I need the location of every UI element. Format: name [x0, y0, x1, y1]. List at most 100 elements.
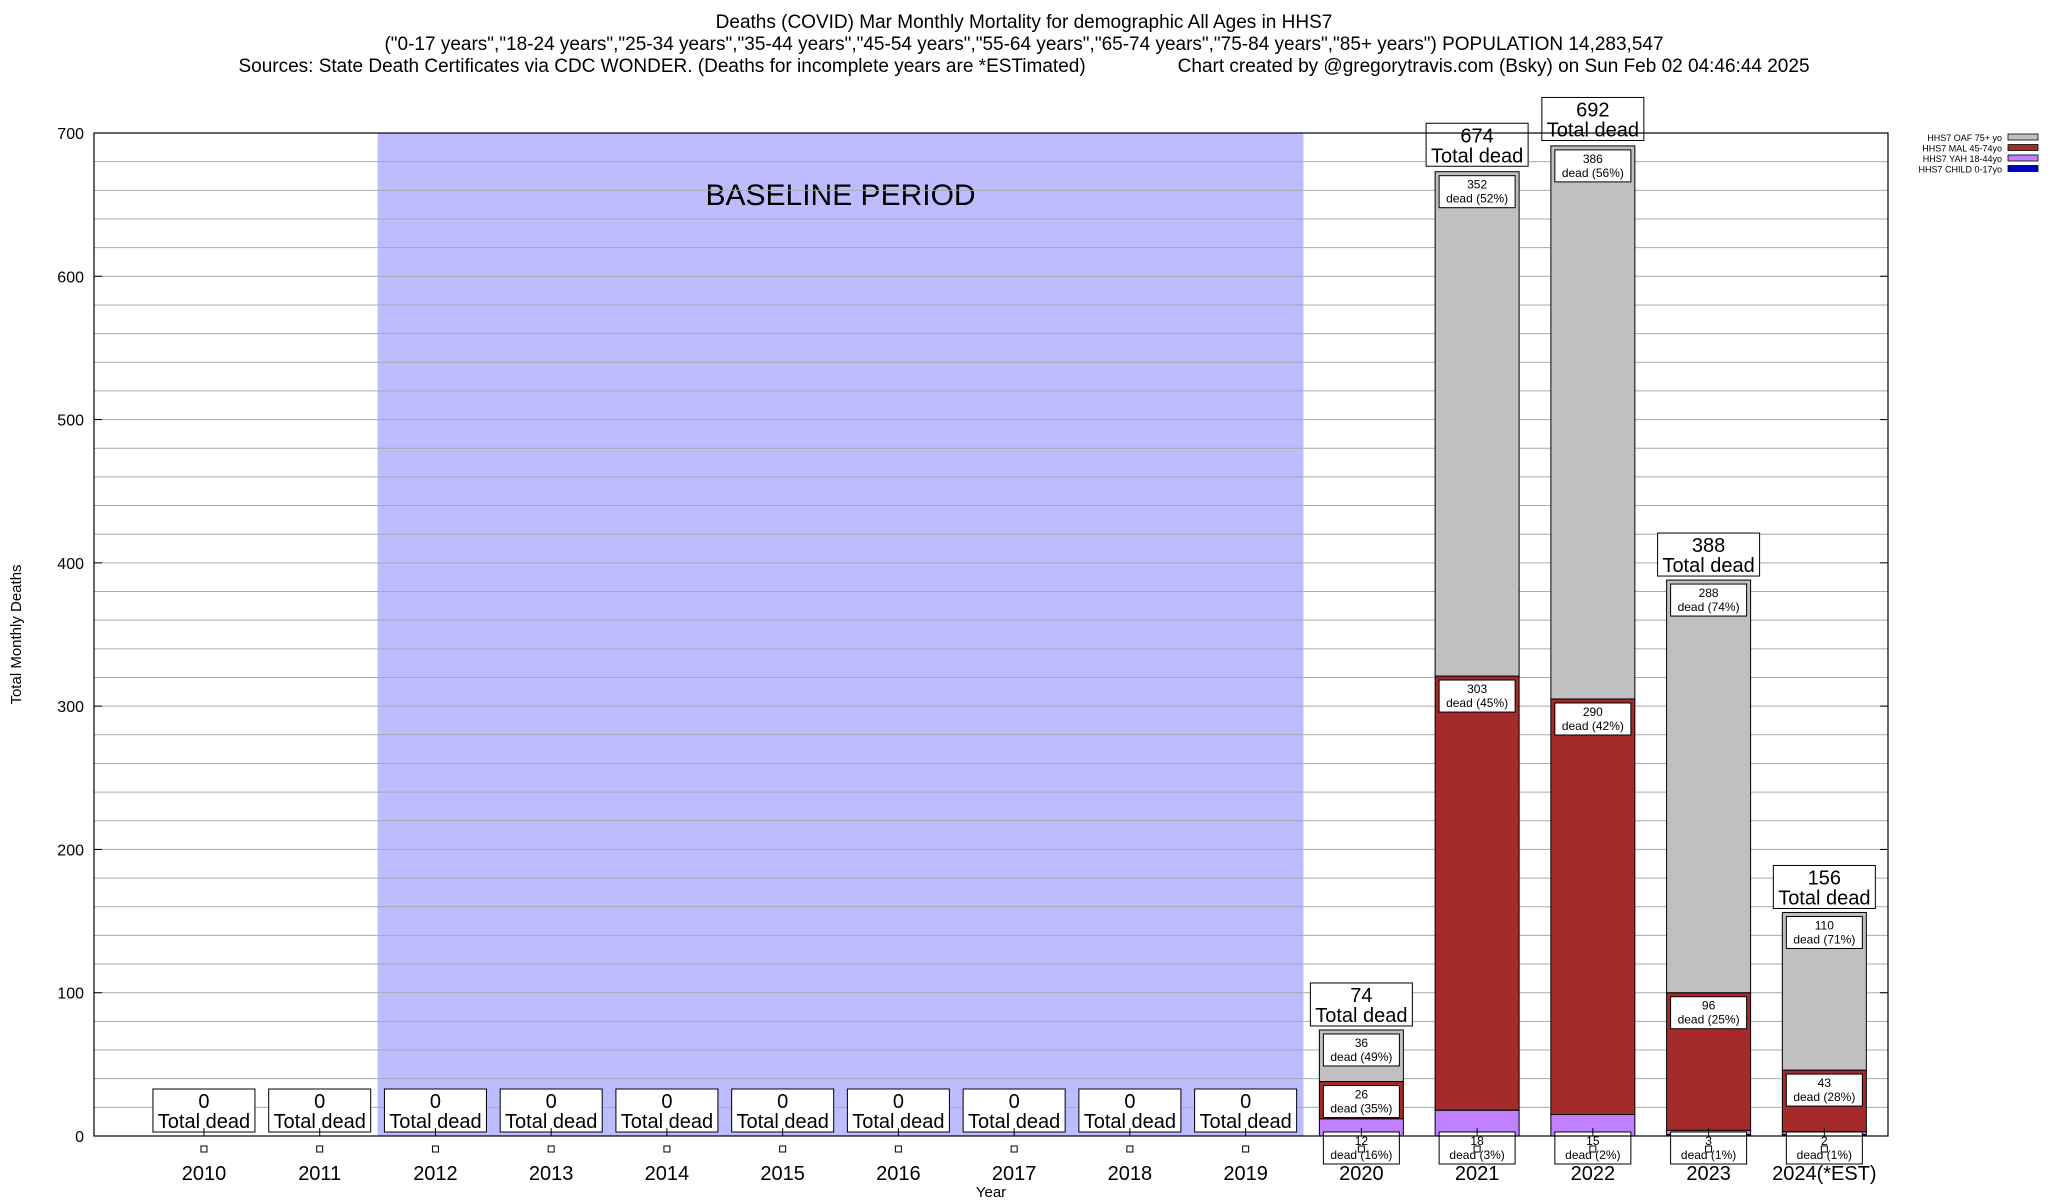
total-dead-label: Total dead	[1084, 1111, 1176, 1133]
legend-label: HHS7 YAH 18-44yo	[1923, 154, 2002, 164]
segment-pct-label: dead (52%)	[1446, 192, 1508, 206]
total-dead-label: Total dead	[505, 1111, 597, 1133]
x-tick-label: 2019	[1223, 1163, 1268, 1185]
total-value-label: 692	[1576, 99, 1609, 121]
baseline-period-label: BASELINE PERIOD	[705, 179, 975, 212]
segment-pct-label: dead (49%)	[1330, 1050, 1392, 1064]
chart-titles: Deaths (COVID) Mar Monthly Mortality for…	[0, 12, 2048, 78]
baseline-period-band	[377, 133, 1304, 1136]
bar-segment	[1434, 675, 1520, 1111]
segment-pct-label: dead (74%)	[1678, 600, 1740, 614]
total-label-box	[1078, 1088, 1182, 1133]
chart-title: Deaths (COVID) Mar Monthly Mortality for…	[715, 12, 1333, 33]
segment-pct-label: dead (1%)	[1681, 1148, 1736, 1162]
total-value-label: 674	[1460, 125, 1493, 147]
x-tick-label: 2013	[529, 1163, 574, 1185]
segment-value-label: 2	[1821, 1134, 1828, 1148]
total-value-label: 388	[1692, 535, 1725, 557]
total-dead-label: Total dead	[1662, 555, 1754, 577]
segment-label-box	[1322, 1085, 1400, 1119]
credit-text: Chart created by @gregorytravis.com (Bsk…	[1177, 56, 1810, 77]
total-dead-label: Total dead	[852, 1111, 944, 1133]
total-label-box	[268, 1088, 372, 1133]
segment-label-box	[1438, 175, 1516, 209]
total-label-box	[1772, 864, 1876, 909]
segment-value-label: 15	[1586, 1134, 1600, 1148]
x-tick-label: 2012	[413, 1163, 458, 1185]
total-value-label: 0	[198, 1091, 209, 1113]
segment-label-box	[1438, 679, 1516, 713]
segment-pct-label: dead (28%)	[1793, 1090, 1855, 1104]
segment-value-label: 3	[1705, 1134, 1712, 1148]
segment-value-label: 12	[1355, 1134, 1369, 1148]
total-value-label: 0	[1240, 1091, 1251, 1113]
zero-marker	[1126, 1145, 1134, 1153]
zero-marker	[316, 1145, 324, 1153]
total-value-label: 0	[1124, 1091, 1135, 1113]
total-label-box	[499, 1088, 603, 1133]
x-tick-label: 2010	[182, 1163, 227, 1185]
total-dead-label: Total dead	[621, 1111, 713, 1133]
x-tick-label: 2023	[1686, 1163, 1731, 1185]
total-label-box	[731, 1088, 835, 1133]
zero-marker	[431, 1145, 439, 1153]
x-tick-label: 2018	[1108, 1163, 1153, 1185]
segment-value-label: 36	[1355, 1036, 1369, 1050]
zero-marker	[663, 1145, 671, 1153]
total-dead-label: Total dead	[737, 1111, 829, 1133]
total-dead-label: Total dead	[1199, 1111, 1291, 1133]
y-tick-label: 300	[57, 699, 84, 716]
zero-marker	[1820, 1145, 1828, 1153]
segment-value-label: 18	[1470, 1134, 1484, 1148]
total-label-box	[1309, 982, 1413, 1027]
segment-value-label: 288	[1699, 586, 1719, 600]
zero-marker	[547, 1145, 555, 1153]
x-tick-label: 2020	[1339, 1163, 1384, 1185]
segment-value-label: 352	[1467, 178, 1487, 192]
zero-marker	[1705, 1145, 1713, 1153]
total-value-label: 0	[546, 1091, 557, 1113]
total-value-label: 74	[1350, 985, 1372, 1007]
segment-pct-label: dead (1%)	[1797, 1148, 1852, 1162]
segment-value-label: 303	[1467, 682, 1487, 696]
bar-segment	[1666, 579, 1752, 994]
segment-label-box	[1670, 583, 1748, 617]
segment-pct-label: dead (3%)	[1449, 1148, 1504, 1162]
x-tick-label: 2024(*EST)	[1772, 1163, 1877, 1185]
total-label-box	[1194, 1088, 1298, 1133]
total-value-label: 0	[430, 1091, 441, 1113]
total-dead-label: Total dead	[1547, 119, 1639, 141]
y-tick-label: 700	[57, 126, 84, 143]
segment-pct-label: dead (56%)	[1562, 166, 1624, 180]
total-dead-label: Total dead	[389, 1111, 481, 1133]
zero-marker	[1473, 1145, 1481, 1153]
total-dead-label: Total dead	[968, 1111, 1060, 1133]
x-axis-label: Year	[976, 1184, 1006, 1200]
segment-pct-label: dead (45%)	[1446, 696, 1508, 710]
zero-marker	[894, 1145, 902, 1153]
bar-segment	[1550, 698, 1636, 1116]
total-dead-label: Total dead	[274, 1111, 366, 1133]
x-tick-label: 2014	[645, 1163, 690, 1185]
segment-value-label: 386	[1583, 152, 1603, 166]
segment-value-label: 290	[1583, 705, 1603, 719]
total-dead-label: Total dead	[1778, 887, 1870, 909]
legend-swatch	[2007, 144, 2039, 151]
total-dead-label: Total dead	[1315, 1005, 1407, 1027]
legend-swatch	[2007, 133, 2039, 141]
total-value-label: 0	[777, 1091, 788, 1113]
total-label-box	[152, 1088, 256, 1133]
legend-label: HHS7 CHILD 0-17yo	[1918, 165, 2002, 175]
y-tick-label: 400	[57, 556, 84, 573]
legend-label: HHS7 MAL 45-74yo	[1922, 144, 2002, 154]
segment-value-label: 26	[1355, 1088, 1369, 1102]
zero-marker	[1357, 1145, 1365, 1153]
x-tick-label: 2011	[298, 1163, 341, 1185]
x-tick-label: 2017	[992, 1163, 1037, 1185]
total-value-label: 0	[1009, 1091, 1020, 1113]
bar-segment	[1550, 145, 1636, 700]
legend-swatch	[2007, 154, 2039, 162]
x-tick-label: 2021	[1455, 1163, 1500, 1185]
segment-pct-label: dead (35%)	[1330, 1102, 1392, 1116]
y-tick-label: 200	[57, 842, 84, 859]
